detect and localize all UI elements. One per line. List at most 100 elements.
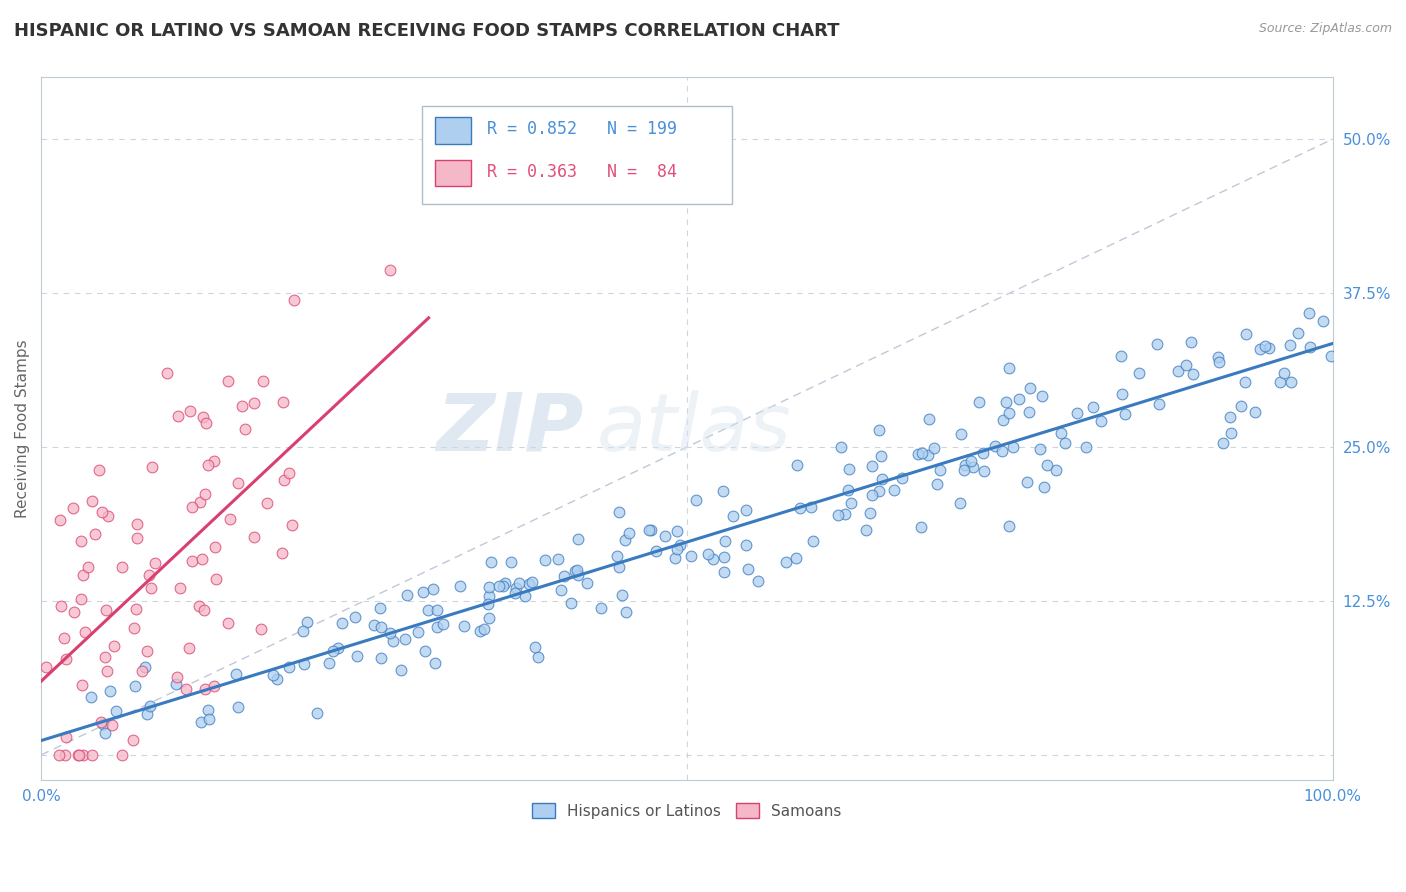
Point bbox=[472, 622, 495, 636]
Point bbox=[217, 615, 239, 630]
Point bbox=[49, 599, 72, 614]
Point bbox=[1249, 342, 1271, 356]
Point bbox=[194, 487, 217, 501]
Point bbox=[273, 394, 295, 409]
Point bbox=[330, 615, 353, 630]
Point bbox=[959, 453, 981, 467]
Point bbox=[786, 458, 808, 472]
Point bbox=[217, 374, 239, 388]
Point bbox=[87, 463, 110, 477]
Point bbox=[910, 520, 932, 534]
Point bbox=[973, 464, 995, 478]
Point bbox=[477, 597, 499, 611]
Text: atlas: atlas bbox=[596, 390, 792, 467]
Point bbox=[553, 568, 575, 582]
Point bbox=[256, 496, 278, 510]
Point bbox=[1180, 334, 1202, 349]
Point bbox=[953, 463, 976, 477]
FancyBboxPatch shape bbox=[422, 105, 733, 204]
Point bbox=[67, 747, 90, 762]
Legend: Hispanics or Latinos, Samoans: Hispanics or Latinos, Samoans bbox=[526, 797, 848, 824]
Point bbox=[363, 617, 385, 632]
Point bbox=[96, 664, 118, 678]
Point bbox=[697, 547, 720, 561]
Point bbox=[637, 524, 659, 538]
Point bbox=[1146, 336, 1168, 351]
Point bbox=[370, 620, 392, 634]
Point bbox=[1035, 458, 1057, 472]
Point bbox=[527, 650, 550, 665]
Point bbox=[233, 422, 256, 436]
Point bbox=[131, 664, 153, 678]
Point bbox=[139, 698, 162, 713]
Point bbox=[1019, 381, 1042, 395]
Point bbox=[283, 293, 305, 307]
Bar bbox=[434, 160, 471, 186]
Point bbox=[962, 459, 984, 474]
Point bbox=[1114, 407, 1136, 421]
Point bbox=[665, 542, 688, 557]
Point bbox=[243, 530, 266, 544]
Point bbox=[1254, 338, 1277, 352]
Point bbox=[188, 495, 211, 509]
Point bbox=[104, 704, 127, 718]
Point bbox=[425, 656, 447, 670]
Point bbox=[614, 605, 637, 619]
Point bbox=[231, 399, 253, 413]
Point bbox=[295, 615, 318, 630]
Point bbox=[713, 565, 735, 579]
Point bbox=[197, 703, 219, 717]
Point bbox=[505, 586, 527, 600]
Point bbox=[94, 603, 117, 617]
Point bbox=[737, 562, 759, 576]
Point bbox=[922, 441, 945, 455]
Point bbox=[918, 411, 941, 425]
Point bbox=[1031, 389, 1053, 403]
Point bbox=[872, 472, 894, 486]
Point bbox=[1128, 366, 1150, 380]
Point bbox=[174, 681, 197, 696]
Point bbox=[204, 572, 226, 586]
Point bbox=[198, 712, 221, 726]
Point bbox=[1234, 326, 1257, 341]
Point bbox=[307, 706, 329, 721]
Point bbox=[225, 667, 247, 681]
Point bbox=[395, 588, 418, 602]
Point bbox=[547, 552, 569, 566]
Point bbox=[1279, 376, 1302, 390]
Point bbox=[492, 579, 515, 593]
Point bbox=[72, 678, 94, 692]
Point bbox=[226, 699, 249, 714]
Point bbox=[187, 599, 209, 614]
Point bbox=[869, 483, 891, 498]
Point bbox=[1182, 368, 1205, 382]
Point bbox=[138, 568, 160, 582]
Point bbox=[322, 644, 344, 658]
Point bbox=[564, 564, 586, 578]
Point bbox=[998, 406, 1021, 420]
Point bbox=[1045, 462, 1067, 476]
Point bbox=[35, 659, 58, 673]
Text: R = 0.852   N = 199: R = 0.852 N = 199 bbox=[486, 120, 676, 137]
Point bbox=[565, 564, 588, 578]
Point bbox=[645, 544, 668, 558]
Point bbox=[169, 581, 191, 595]
Point bbox=[560, 596, 582, 610]
Point bbox=[53, 747, 76, 762]
Point bbox=[1272, 366, 1295, 380]
Point bbox=[1066, 406, 1088, 420]
Point bbox=[49, 513, 72, 527]
Point bbox=[501, 555, 523, 569]
Point bbox=[181, 500, 204, 514]
Point bbox=[143, 556, 166, 570]
Point bbox=[1109, 350, 1132, 364]
Point bbox=[48, 747, 70, 762]
Point bbox=[839, 496, 862, 510]
Point bbox=[252, 374, 274, 388]
Point bbox=[98, 684, 121, 698]
Point bbox=[125, 601, 148, 615]
Point bbox=[1167, 364, 1189, 378]
Point bbox=[907, 447, 929, 461]
Point bbox=[134, 660, 156, 674]
Point bbox=[488, 579, 510, 593]
